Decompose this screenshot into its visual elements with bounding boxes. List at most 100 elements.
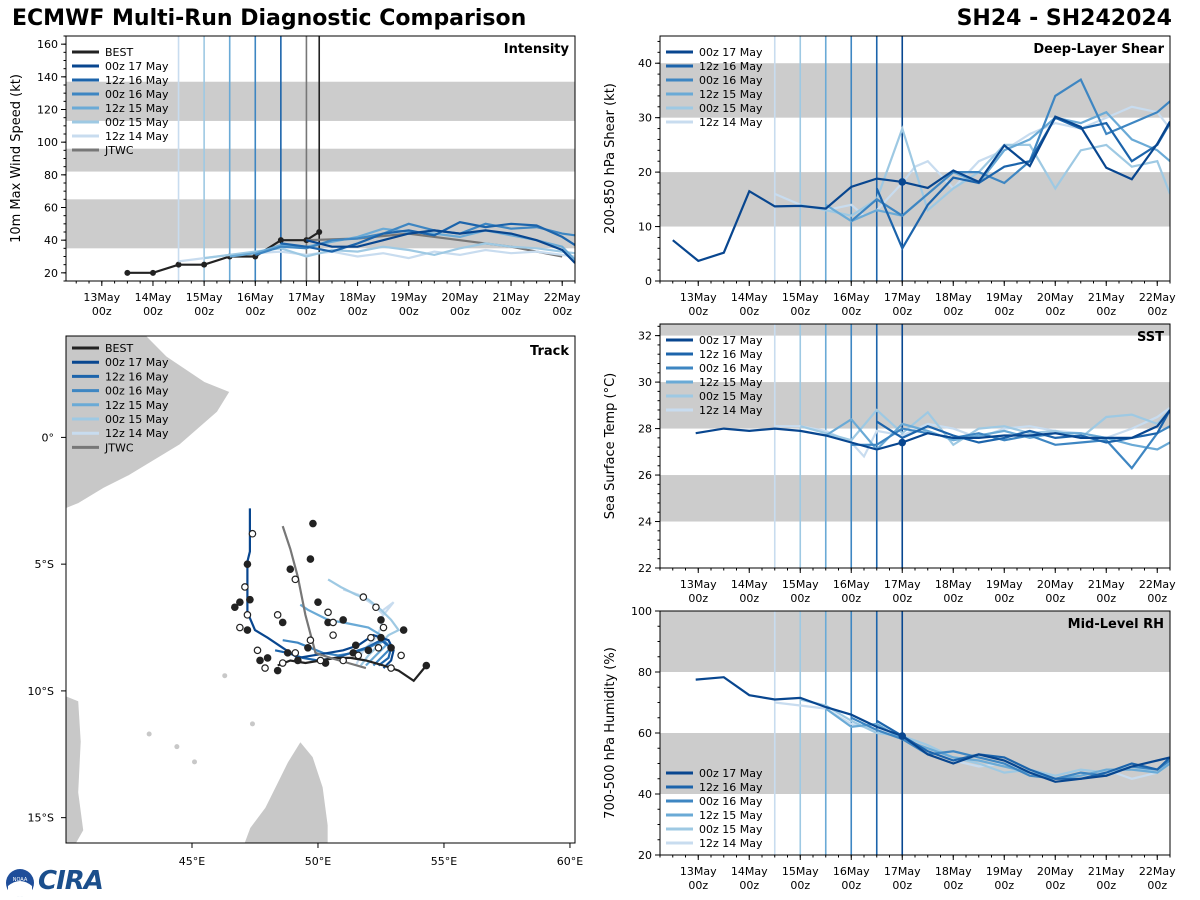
x-tick-label-hour: 00z <box>688 305 708 318</box>
init-point <box>898 178 907 186</box>
x-tick-label-date: 16May <box>833 865 870 878</box>
track-point-filled <box>377 633 385 642</box>
x-tick-label-hour: 00z <box>501 305 521 318</box>
x-tick-label-date: 19May <box>986 578 1023 591</box>
track-point-filled <box>286 565 295 574</box>
x-tick-label-hour: 00z <box>297 305 317 318</box>
series-line-run3 <box>850 77 1170 222</box>
legend-entry: 12z 14 May <box>699 116 763 129</box>
series-line-run1 <box>672 115 1170 263</box>
x-tick-label: 50°E <box>305 855 331 868</box>
track-point-filled <box>364 646 373 655</box>
x-tick-label-hour: 00z <box>194 305 214 318</box>
panel-title: Intensity <box>504 42 570 57</box>
data-point <box>124 269 131 276</box>
y-axis-label: 200-850 hPa Shear (kt) <box>603 83 618 234</box>
track-point-open <box>339 656 347 665</box>
x-tick-label-date: 18May <box>339 291 376 304</box>
x-tick-label-hour: 00z <box>1147 879 1167 892</box>
y-axis-label: Sea Surface Temp (°C) <box>603 373 618 520</box>
track-point-filled <box>231 603 239 612</box>
y-tick-label: 0 <box>645 275 652 288</box>
x-tick-label-date: 17May <box>884 865 921 878</box>
legend-entry: 12z 14 May <box>699 837 763 850</box>
x-tick-label-hour: 00z <box>841 592 861 605</box>
track-point-filled <box>278 618 287 627</box>
x-tick-label-hour: 00z <box>790 879 810 892</box>
legend-entry: 12z 14 May <box>105 130 169 143</box>
track-point-filled <box>243 560 252 568</box>
x-tick-label-hour: 00z <box>399 305 419 318</box>
x-tick-label-date: 20May <box>1037 291 1074 304</box>
series-line-run4 <box>825 417 1170 452</box>
legend-entry: JTWC <box>104 441 134 454</box>
land-island <box>249 721 255 727</box>
y-tick-label: 5°S <box>35 558 54 571</box>
legend-entry: 12z 15 May <box>699 376 763 389</box>
legend-entry: 00z 15 May <box>105 116 169 129</box>
legend-entry: 12z 16 May <box>699 60 763 73</box>
x-tick-label-hour: 00z <box>1045 879 1065 892</box>
track-point-filled <box>256 656 264 665</box>
legend-entry: BEST <box>105 342 133 355</box>
track-point-open <box>306 636 315 645</box>
x-tick-label-hour: 00z <box>1045 592 1065 605</box>
noaa-cira-logo: NOAA <box>6 869 34 897</box>
x-tick-label-hour: 00z <box>552 305 572 318</box>
plot-frame <box>65 335 576 844</box>
category-band <box>66 148 575 172</box>
cira-logo-text: CIRA <box>38 866 104 896</box>
x-tick-label-date: 16May <box>833 578 870 591</box>
category-band <box>660 324 1170 336</box>
x-tick-label-hour: 00z <box>1147 592 1167 605</box>
track-point-open <box>329 631 337 639</box>
track-point-open <box>374 644 383 652</box>
track-point-open <box>354 651 363 660</box>
init-point <box>898 438 907 447</box>
x-tick-label-hour: 00z <box>688 592 708 605</box>
track-point-open <box>324 608 332 617</box>
y-tick-label: 32 <box>638 330 652 343</box>
x-tick-label-hour: 00z <box>994 305 1014 318</box>
track-point-open <box>397 651 405 660</box>
series-line-run5 <box>800 408 1170 447</box>
x-tick-label-hour: 00z <box>348 305 368 318</box>
page-title: ECMWF Multi-Run Diagnostic Comparison <box>12 6 527 31</box>
panel-title: SST <box>1137 330 1164 345</box>
track-line-run1 <box>246 508 395 669</box>
y-axis-label: 10m Max Wind Speed (kt) <box>9 74 24 243</box>
x-tick-label-hour: 00z <box>892 592 912 605</box>
track-point-open <box>379 623 388 632</box>
legend-entry: 12z 15 May <box>105 102 169 115</box>
x-tick-label-date: 19May <box>986 291 1023 304</box>
x-tick-label-hour: 00z <box>739 592 759 605</box>
track-point-open <box>243 611 252 619</box>
series-line-run1 <box>695 409 1170 451</box>
track-point-filled <box>351 641 360 650</box>
y-tick-label: 100 <box>631 605 652 618</box>
category-band <box>660 611 1170 672</box>
track-point-open <box>291 575 300 584</box>
legend-entry: 12z 16 May <box>105 74 169 87</box>
x-tick-label-date: 21May <box>1088 578 1125 591</box>
track-point-open <box>236 623 244 632</box>
series-line-run4 <box>825 110 1170 223</box>
y-tick-label: 22 <box>638 562 652 575</box>
track-point-filled <box>246 595 254 604</box>
series-line-run1 <box>306 229 575 264</box>
y-tick-label: 20 <box>44 267 58 280</box>
track-point-open <box>291 649 300 657</box>
data-point <box>201 261 208 268</box>
data-point <box>149 269 156 276</box>
y-tick-label: 24 <box>638 516 652 529</box>
x-tick-label-date: 17May <box>288 291 325 304</box>
noaa-logo-label: NOAA <box>13 877 28 883</box>
series-line-run1 <box>695 676 1170 783</box>
track-point-filled <box>399 626 408 634</box>
category-band <box>660 475 1170 522</box>
track-point-filled <box>422 661 431 670</box>
y-tick-label: 80 <box>638 666 652 679</box>
x-tick-label-hour: 00z <box>1096 879 1116 892</box>
x-tick-label-date: 13May <box>680 291 717 304</box>
init-point <box>898 732 907 740</box>
